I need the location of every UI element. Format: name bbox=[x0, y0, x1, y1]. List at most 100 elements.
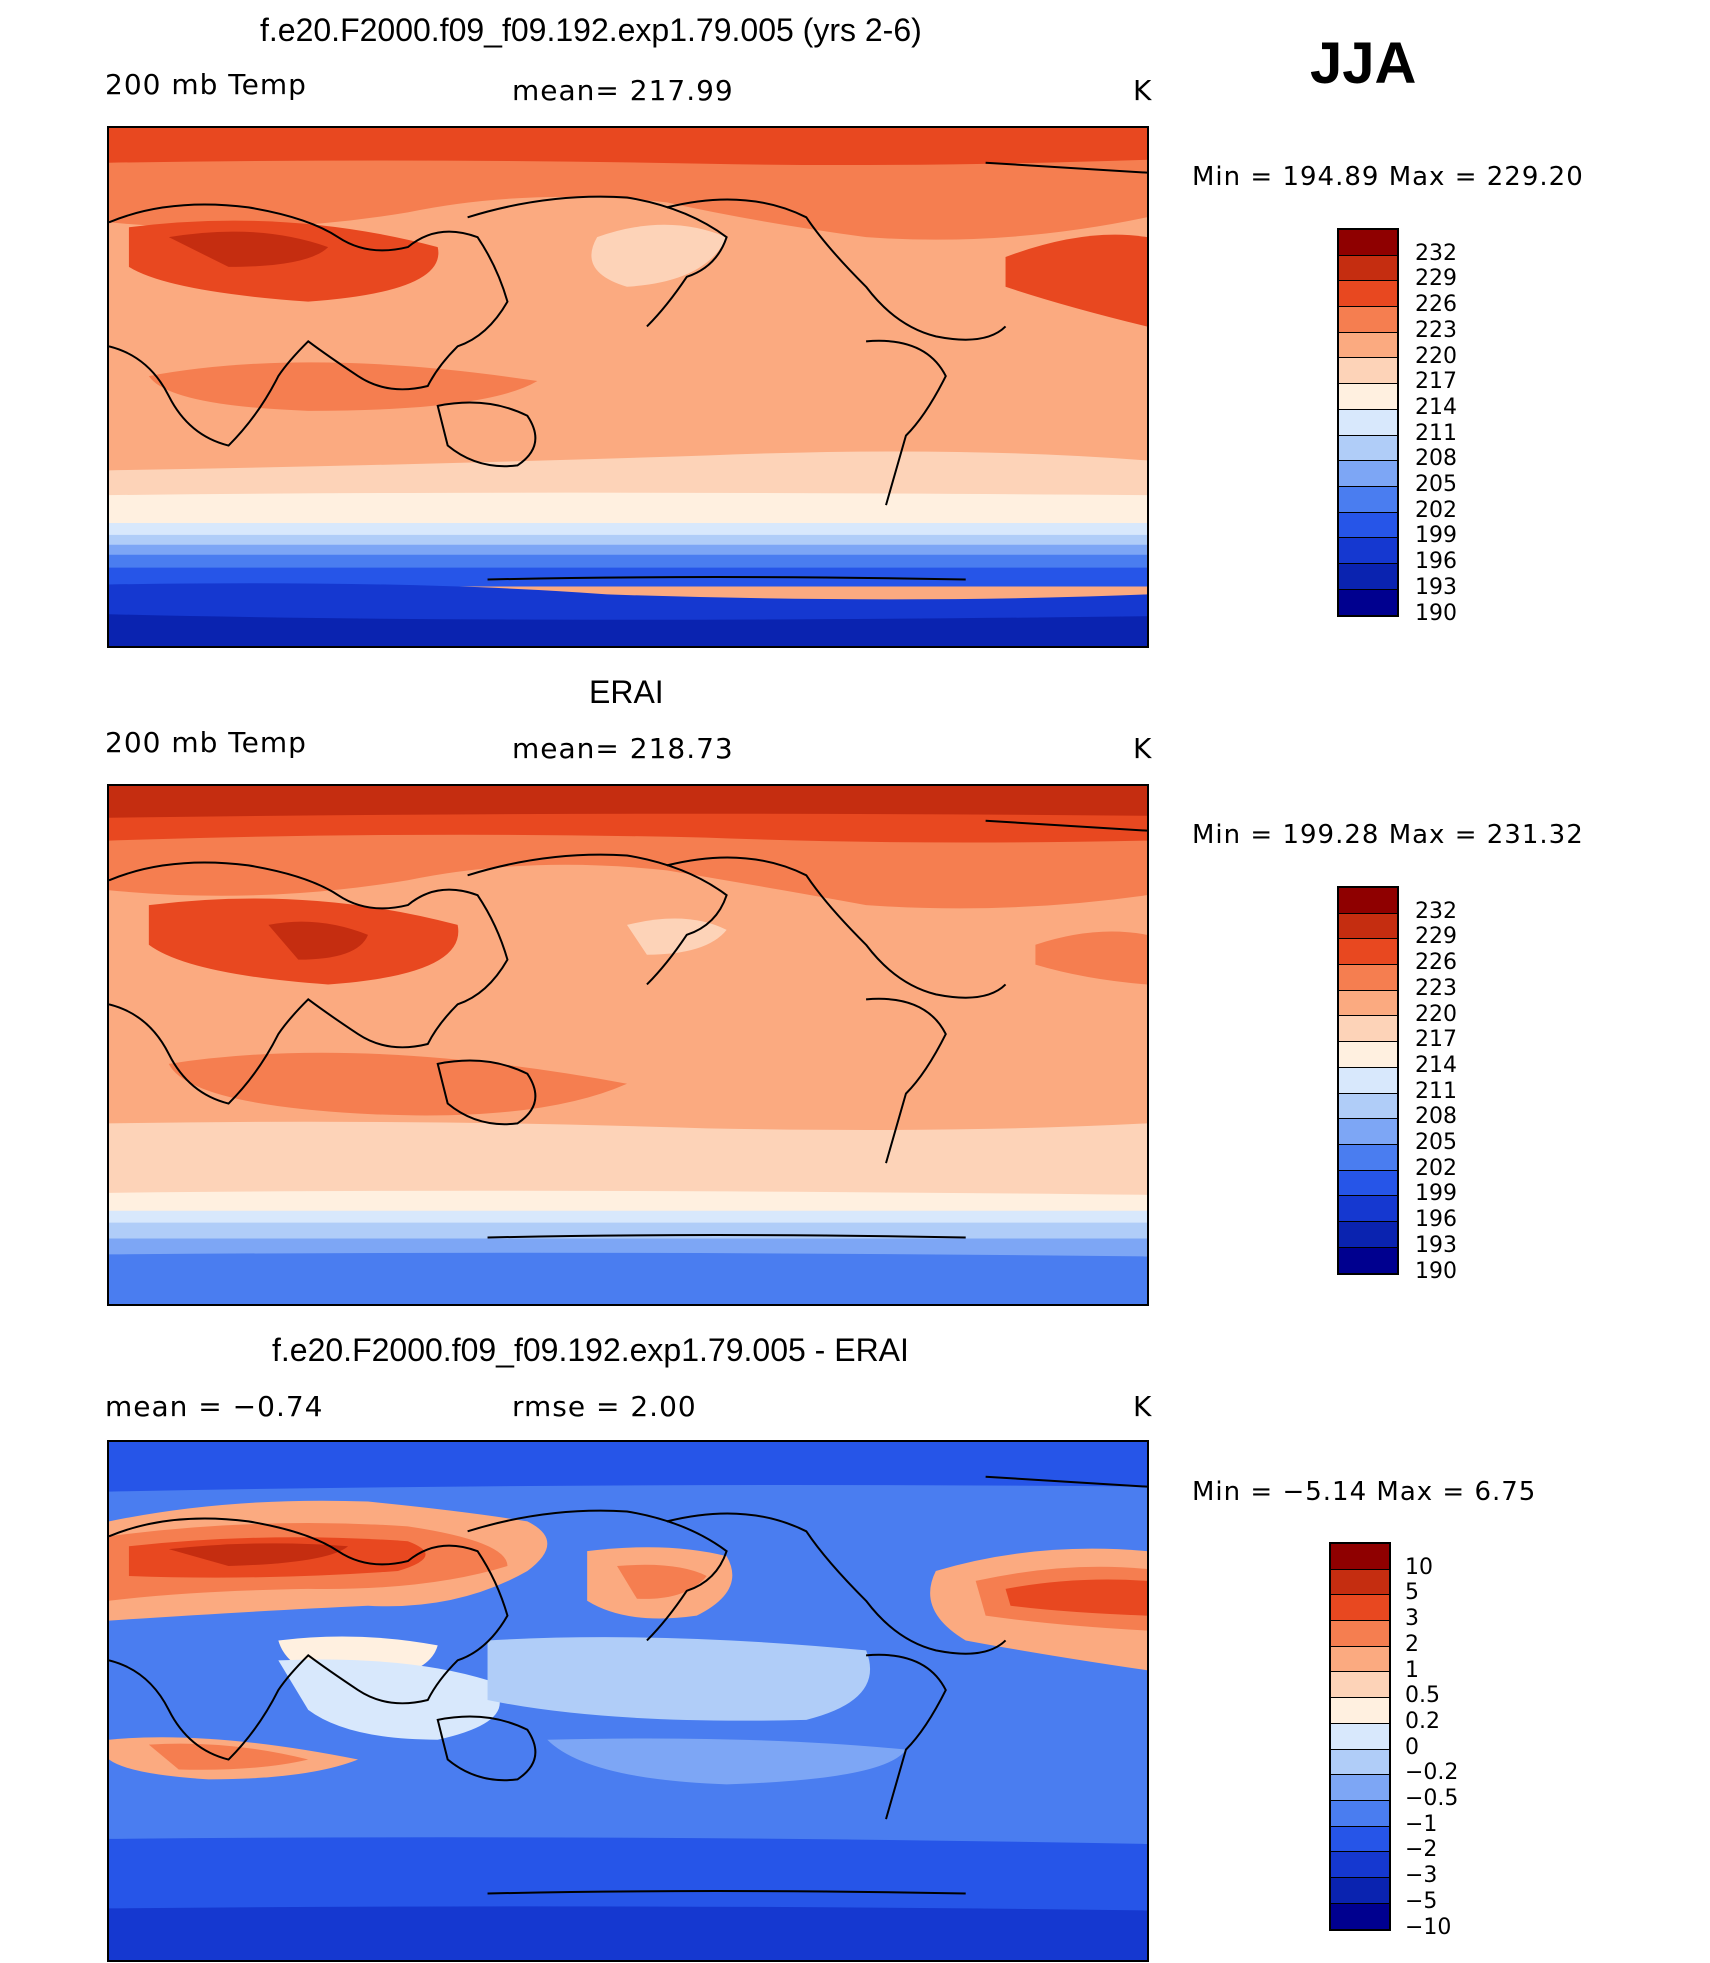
colorbar-tick-label: 0.2 bbox=[1405, 1708, 1440, 1734]
colorbar-swatch bbox=[1339, 1144, 1397, 1171]
colorbar-tick-label: −1 bbox=[1405, 1811, 1438, 1837]
panel3-difference-map bbox=[107, 1440, 1149, 1962]
panel2-colorbar bbox=[1337, 886, 1399, 1276]
colorbar-swatch bbox=[1331, 1826, 1389, 1853]
colorbar-swatch bbox=[1331, 1544, 1389, 1570]
colorbar-tick-label: 211 bbox=[1415, 420, 1457, 446]
colorbar-tick-label: −10 bbox=[1405, 1914, 1452, 1940]
colorbar-tick-label: 3 bbox=[1405, 1606, 1419, 1632]
colorbar-swatch bbox=[1339, 1170, 1397, 1197]
colorbar-tick-label: 220 bbox=[1415, 1001, 1457, 1027]
colorbar-tick-label: 223 bbox=[1415, 317, 1457, 343]
colorbar-tick-label: 214 bbox=[1415, 1052, 1457, 1078]
colorbar-swatch bbox=[1331, 1852, 1389, 1878]
colorbar-swatch bbox=[1339, 255, 1397, 282]
panel2-erai-map bbox=[107, 784, 1149, 1306]
panel2-title: ERAI bbox=[589, 674, 664, 710]
colorbar-tick-label: 205 bbox=[1415, 1130, 1457, 1155]
colorbar-swatch bbox=[1339, 888, 1397, 914]
colorbar-tick-label: 193 bbox=[1415, 574, 1457, 600]
colorbar-swatch bbox=[1339, 538, 1397, 564]
colorbar-swatch bbox=[1339, 913, 1397, 940]
panel1-units-label: K bbox=[1133, 74, 1153, 107]
colorbar-swatch bbox=[1339, 332, 1397, 359]
colorbar-tick-label: 5 bbox=[1405, 1580, 1419, 1606]
panel1-variable-label: 200 mb Temp bbox=[105, 68, 307, 101]
colorbar-tick-label: 196 bbox=[1415, 549, 1457, 575]
panel2-map-svg bbox=[109, 786, 1147, 1304]
colorbar-swatch bbox=[1331, 1595, 1389, 1622]
panel1-minmax: Min = 194.89 Max = 229.20 bbox=[1192, 162, 1584, 192]
colorbar-swatch bbox=[1339, 1247, 1397, 1274]
panel3-units-label: K bbox=[1133, 1390, 1153, 1423]
panel1-mean-label: mean= 217.99 bbox=[512, 74, 734, 107]
colorbar-tick-label: 0.5 bbox=[1405, 1683, 1440, 1709]
colorbar-tick-label: 2 bbox=[1405, 1631, 1419, 1657]
colorbar-swatch bbox=[1339, 1196, 1397, 1222]
colorbar-swatch bbox=[1331, 1903, 1389, 1930]
colorbar-tick-label: 205 bbox=[1415, 472, 1457, 497]
colorbar-swatch bbox=[1339, 512, 1397, 539]
colorbar-tick-label: 232 bbox=[1415, 240, 1457, 266]
colorbar-tick-label: 211 bbox=[1415, 1078, 1457, 1104]
colorbar-swatch bbox=[1339, 965, 1397, 991]
panel3-colorbar bbox=[1329, 1542, 1391, 1932]
colorbar-tick-label: 190 bbox=[1415, 1258, 1457, 1284]
panel1-colorbar bbox=[1337, 228, 1399, 618]
colorbar-swatch bbox=[1331, 1698, 1389, 1724]
colorbar-swatch bbox=[1339, 384, 1397, 410]
colorbar-swatch bbox=[1339, 307, 1397, 333]
colorbar-tick-label: 199 bbox=[1415, 523, 1457, 549]
colorbar-tick-label: −0.2 bbox=[1405, 1760, 1459, 1786]
colorbar-tick-label: −0.5 bbox=[1405, 1786, 1459, 1811]
season-label: JJA bbox=[1310, 31, 1417, 96]
colorbar-swatch bbox=[1339, 281, 1397, 308]
colorbar-swatch bbox=[1331, 1569, 1389, 1596]
colorbar-tick-label: 223 bbox=[1415, 975, 1457, 1001]
colorbar-swatch bbox=[1339, 1067, 1397, 1094]
panel1-title: f.e20.F2000.f09_f09.192.exp1.79.005 (yrs… bbox=[260, 12, 922, 48]
colorbar-tick-label: 199 bbox=[1415, 1181, 1457, 1207]
colorbar-swatch bbox=[1339, 1042, 1397, 1068]
colorbar-tick-label: 217 bbox=[1415, 1027, 1457, 1053]
colorbar-tick-label: 226 bbox=[1415, 292, 1457, 318]
colorbar-tick-label: −2 bbox=[1405, 1837, 1438, 1863]
panel1-map-svg bbox=[109, 128, 1147, 646]
panel3-rmse-label: rmse = 2.00 bbox=[512, 1390, 697, 1423]
colorbar-swatch bbox=[1331, 1800, 1389, 1827]
colorbar-swatch bbox=[1339, 486, 1397, 513]
colorbar-tick-label: 0 bbox=[1405, 1734, 1419, 1760]
panel3-map-svg bbox=[109, 1442, 1147, 1960]
colorbar-swatch bbox=[1339, 358, 1397, 385]
colorbar-swatch bbox=[1331, 1749, 1389, 1776]
colorbar-swatch bbox=[1339, 435, 1397, 462]
colorbar-swatch bbox=[1339, 589, 1397, 616]
colorbar-tick-label: −5 bbox=[1405, 1888, 1438, 1914]
panel1-model-map bbox=[107, 126, 1149, 648]
colorbar-swatch bbox=[1339, 461, 1397, 487]
panel2-variable-label: 200 mb Temp bbox=[105, 726, 307, 759]
colorbar-swatch bbox=[1339, 230, 1397, 256]
panel2-units-label: K bbox=[1133, 732, 1153, 765]
colorbar-swatch bbox=[1331, 1723, 1389, 1750]
colorbar-tick-label: 232 bbox=[1415, 898, 1457, 924]
colorbar-swatch bbox=[1339, 1093, 1397, 1120]
colorbar-tick-label: 217 bbox=[1415, 369, 1457, 395]
panel3-title: f.e20.F2000.f09_f09.192.exp1.79.005 - ER… bbox=[272, 1332, 909, 1368]
colorbar-tick-label: 229 bbox=[1415, 924, 1457, 950]
colorbar-tick-label: 208 bbox=[1415, 446, 1457, 472]
colorbar-swatch bbox=[1339, 939, 1397, 966]
colorbar-swatch bbox=[1339, 563, 1397, 590]
colorbar-tick-label: 226 bbox=[1415, 950, 1457, 976]
colorbar-tick-label: 202 bbox=[1415, 1155, 1457, 1181]
panel3-mean-label: mean = −0.74 bbox=[105, 1390, 324, 1423]
colorbar-swatch bbox=[1331, 1646, 1389, 1673]
colorbar-tick-label: −3 bbox=[1405, 1863, 1438, 1889]
colorbar-swatch bbox=[1339, 1221, 1397, 1248]
colorbar-swatch bbox=[1331, 1621, 1389, 1647]
colorbar-tick-label: 1 bbox=[1405, 1657, 1419, 1683]
colorbar-tick-label: 190 bbox=[1415, 600, 1457, 626]
colorbar-tick-label: 202 bbox=[1415, 497, 1457, 523]
panel2-mean-label: mean= 218.73 bbox=[512, 732, 734, 765]
panel2-minmax: Min = 199.28 Max = 231.32 bbox=[1192, 820, 1584, 850]
